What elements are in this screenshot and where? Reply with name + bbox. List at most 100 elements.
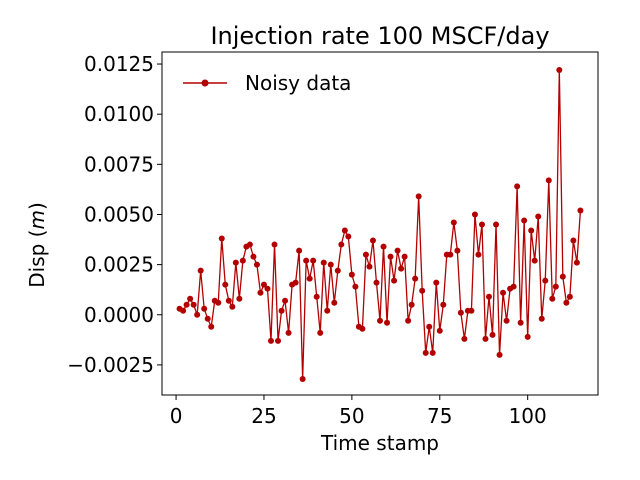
data-point [292,279,299,286]
data-point [500,289,507,296]
data-point [461,335,468,342]
data-point [331,299,338,306]
data-point [222,281,229,288]
x-tick-label: 25 [251,404,276,428]
y-axis-label: Disp (m) [25,202,49,288]
data-point [338,241,345,248]
x-tick-label: 50 [339,404,364,428]
data-point [257,289,264,296]
data-point [180,307,187,314]
data-point [208,323,215,330]
data-point [535,213,542,220]
y-tick-label: 0.0100 [84,102,154,126]
data-point [573,259,580,266]
data-point [570,237,577,244]
data-point [482,335,489,342]
data-point [538,315,545,322]
x-axis-label: Time stamp [320,431,439,455]
data-point [422,349,429,356]
data-point [475,251,482,258]
data-point [549,295,556,302]
data-point [218,235,225,242]
data-point [187,295,194,302]
data-point [542,277,549,284]
y-tick-label: 0.0050 [84,202,154,226]
data-point [486,293,492,300]
data-point [296,247,303,254]
data-point [359,325,366,332]
y-tick-label: 0.0075 [84,152,154,176]
x-tick-label: 75 [427,404,452,428]
y-axis-label-prefix: Disp ( [25,230,49,288]
data-point [503,317,510,324]
data-point [324,307,331,314]
data-point [380,243,387,250]
data-point [250,253,257,260]
data-point [429,349,436,356]
y-axis-label-unit: m [25,210,49,229]
data-point [419,287,426,294]
data-point [454,247,461,254]
y-tick-label: −0.0025 [67,353,154,377]
data-point [239,257,246,264]
data-point [352,283,359,290]
data-point [387,253,394,260]
data-point [412,275,419,282]
data-point [285,329,292,336]
x-tick-label: 100 [509,404,547,428]
data-point [524,333,531,340]
data-point [366,263,373,270]
data-point [345,233,352,240]
data-point [327,261,334,268]
plot-area: 0 25 50 75 100 −0.0025 0.0000 0.0025 0.0050 0.007… [67,51,599,428]
data-point [426,323,433,330]
data-point [510,283,517,290]
data-point [271,241,278,248]
data-point [320,259,327,266]
data-point [268,337,274,344]
data-point [377,317,383,324]
data-point [415,193,422,200]
data-point [373,279,380,286]
data-point [496,351,503,358]
data-point [201,305,208,312]
data-point [408,301,415,308]
data-point [194,311,201,318]
data-point [260,281,267,288]
data-point [278,307,285,314]
data-point [468,307,475,314]
data-point [447,251,454,258]
data-point [264,285,271,292]
data-point [246,241,253,248]
data-point [489,331,496,338]
axes-frame [161,51,599,396]
data-point [405,317,412,324]
data-point [531,257,538,264]
data-point [275,337,282,344]
data-point [204,315,211,322]
data-point [566,293,573,300]
data-point [478,221,485,228]
data-point [563,299,570,306]
legend-label: Noisy data [245,71,351,95]
data-point [457,309,464,316]
data-point [577,207,584,214]
data-point [183,301,190,308]
data-point [197,267,204,274]
data-point [190,301,197,308]
data-point [369,237,376,244]
y-tick-label: 0.0000 [84,303,154,327]
data-point [556,67,563,74]
data-point [394,247,401,254]
data-point [384,319,391,326]
data-point [253,261,260,268]
data-point [306,275,313,282]
data-point [450,219,457,226]
data-point [310,257,317,264]
data-point [236,295,243,302]
data-point [552,283,559,290]
data-point [225,297,232,304]
data-point [348,271,355,278]
data-point [493,221,500,228]
data-point [398,265,405,272]
